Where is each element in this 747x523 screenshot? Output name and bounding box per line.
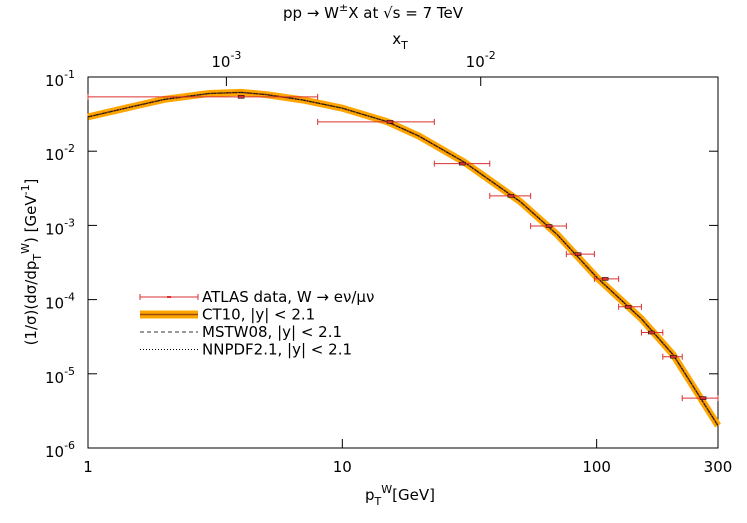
- y-tick-label-base: 10: [45, 369, 64, 387]
- y-axis-label: (1/σ)(dσ/dpTW) [GeV-1]: [19, 179, 44, 346]
- data-point: [699, 396, 707, 400]
- legend-swatch: [167, 296, 171, 298]
- chart-title-piece: pp → W: [283, 4, 339, 22]
- y-tick-label: 10-6: [45, 439, 75, 461]
- x2-tick-label-base: 10: [211, 53, 230, 71]
- x-tick-label: 10: [333, 458, 352, 476]
- data-point: [574, 252, 582, 256]
- y-tick-label-base: 10: [45, 220, 64, 238]
- data-point: [545, 224, 553, 228]
- y-tick-label-base: 10: [45, 295, 64, 313]
- y-tick-label-exp: -3: [64, 216, 75, 229]
- x2-tick-label: 10-3: [211, 49, 241, 71]
- legend-label: NNPDF2.1, |y| < 2.1: [202, 341, 352, 359]
- y-tick-label: 10-1: [45, 68, 75, 90]
- chart-title: pp → W±X at √s = 7 TeV: [283, 1, 464, 22]
- x2-tick-label: 10-2: [466, 49, 496, 71]
- data-point: [386, 120, 394, 124]
- legend-label: MSTW08, |y| < 2.1: [202, 323, 342, 341]
- legend-label: CT10, |y| < 2.1: [202, 306, 315, 324]
- data-point: [601, 277, 609, 281]
- y-tick-label-exp: -6: [64, 439, 75, 452]
- data-point: [237, 95, 245, 99]
- x2-axis-label: xT: [392, 30, 408, 52]
- chart-title-piece: X at √s = 7 TeV: [348, 4, 464, 22]
- y-tick-label-base: 10: [45, 72, 64, 90]
- y-tick-label: 10-5: [45, 365, 75, 387]
- x-tick-label: 1: [83, 458, 93, 476]
- ct10-band: [87, 88, 721, 428]
- y-tick-label: 10-4: [45, 291, 75, 313]
- chart-title-piece: ±: [339, 1, 348, 14]
- y-axis-label-piece: ) [GeV: [22, 195, 40, 243]
- nnpdf-line: [87, 91, 719, 426]
- x-axis-label-piece: W: [381, 483, 392, 496]
- y-tick-label-exp: -4: [64, 291, 75, 304]
- y-axis-label-piece: ]: [22, 179, 40, 185]
- data-point: [624, 305, 632, 309]
- y-tick-label-base: 10: [45, 443, 64, 461]
- x2-tick-label-base: 10: [466, 53, 485, 71]
- y-tick-label-base: 10: [45, 146, 64, 164]
- x-axis-label-piece: T: [374, 495, 382, 508]
- ct10-line: [87, 91, 719, 427]
- mstw-line: [87, 91, 719, 426]
- x-axis-label: pTW[GeV]: [365, 483, 435, 508]
- y-axis-label-piece: W: [19, 243, 32, 254]
- x-tick-label: 100: [582, 458, 611, 476]
- y-tick-label-exp: -2: [64, 142, 75, 155]
- x2-axis-label-piece: x: [392, 30, 401, 48]
- data-point: [507, 194, 515, 198]
- plot-frame: [87, 76, 719, 449]
- x2-tick-label-exp: -3: [230, 49, 241, 62]
- data-point: [669, 354, 677, 359]
- x-axis-label-piece: p: [365, 486, 375, 504]
- y-tick-label-exp: -1: [64, 68, 75, 81]
- data-point: [458, 161, 466, 166]
- legend-label: ATLAS data, W → eν/μν: [202, 288, 374, 306]
- x2-tick-label-exp: -2: [485, 49, 496, 62]
- y-axis-label-piece: -1: [19, 184, 32, 195]
- x-tick-label: 300: [704, 458, 733, 476]
- data-point: [648, 330, 655, 335]
- x-axis-label-piece: [GeV]: [392, 486, 435, 504]
- x2-axis-label-piece: T: [400, 39, 408, 52]
- y-tick-label: 10-2: [45, 142, 75, 164]
- y-tick-label-exp: -5: [64, 365, 75, 378]
- y-axis-label-piece: (1/σ)(dσ/dp: [22, 261, 40, 346]
- y-tick-label: 10-3: [45, 216, 75, 238]
- y-axis-label-piece: T: [31, 254, 44, 262]
